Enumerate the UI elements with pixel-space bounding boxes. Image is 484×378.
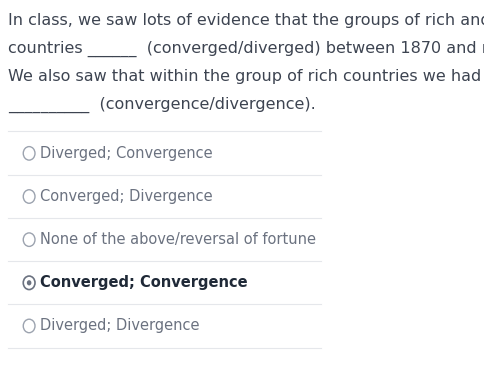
Text: countries ______  (converged/diverged) between 1870 and now.: countries ______ (converged/diverged) be… bbox=[8, 41, 484, 57]
Text: None of the above/reversal of fortune: None of the above/reversal of fortune bbox=[40, 232, 315, 247]
Circle shape bbox=[27, 280, 31, 285]
Text: Diverged; Convergence: Diverged; Convergence bbox=[40, 146, 212, 161]
Text: Converged; Divergence: Converged; Divergence bbox=[40, 189, 212, 204]
Text: We also saw that within the group of rich countries we had: We also saw that within the group of ric… bbox=[8, 69, 480, 84]
Text: __________  (convergence/divergence).: __________ (convergence/divergence). bbox=[8, 97, 315, 113]
Text: In class, we saw lots of evidence that the groups of rich and poor: In class, we saw lots of evidence that t… bbox=[8, 12, 484, 28]
Text: Diverged; Divergence: Diverged; Divergence bbox=[40, 318, 199, 333]
Text: Converged; Convergence: Converged; Convergence bbox=[40, 275, 247, 290]
